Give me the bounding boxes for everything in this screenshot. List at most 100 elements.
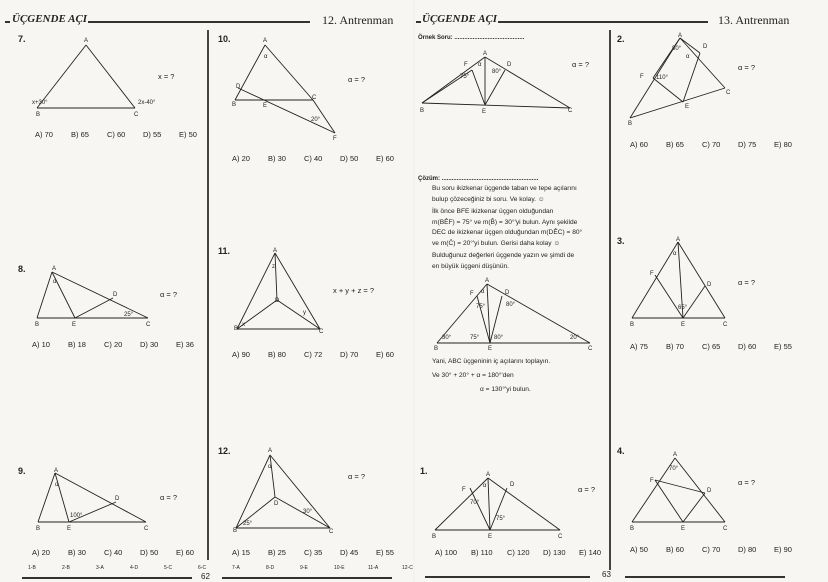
figure-label: 20° xyxy=(570,335,580,341)
answer-option: D) 45 xyxy=(340,548,359,557)
figure-label: α xyxy=(264,54,268,60)
solution-line: ve m(Ĉ) = 20°'yi bulun. Gerisi daha kola… xyxy=(432,239,561,247)
triangle-segment xyxy=(36,44,87,109)
figure-label: α xyxy=(686,54,690,60)
figure-label: D xyxy=(505,290,510,296)
answer-option: C) 65 xyxy=(702,342,721,351)
figure-label: D xyxy=(115,496,120,502)
answer-option: E) 60 xyxy=(376,154,394,163)
column-divider xyxy=(207,30,209,560)
figure-label: α xyxy=(673,251,677,257)
triangle-segment xyxy=(486,283,491,344)
solution-line: en büyük üçgeni düşünün. xyxy=(432,262,509,270)
question-number: 7. xyxy=(18,34,26,44)
figure-label: B xyxy=(420,108,424,114)
figure-label: D xyxy=(707,488,712,494)
figure-label: B xyxy=(630,322,634,328)
question-prompt: α = ? xyxy=(578,485,596,494)
figure-label: z xyxy=(272,264,275,270)
triangle-segment xyxy=(276,299,321,330)
answer-option: A) 75 xyxy=(630,342,648,351)
question-number: 2. xyxy=(617,34,625,44)
question-prompt: α = ? xyxy=(738,63,756,72)
figure-label: E xyxy=(681,322,685,328)
column-divider xyxy=(609,30,611,570)
figure-label: 30° xyxy=(442,335,452,341)
figure-label: A xyxy=(268,448,272,454)
triangle-segment xyxy=(631,457,676,523)
figure-label: A xyxy=(678,33,682,39)
figure-label: 80° xyxy=(494,335,504,341)
triangle-segment xyxy=(652,37,681,79)
figure-label: B xyxy=(234,326,238,332)
figure-label: 25° xyxy=(243,521,253,527)
triangle-segment xyxy=(236,252,276,330)
solution-line: İlk önce BFE ikizkenar üçgen olduğundan xyxy=(432,208,554,215)
figure-label: 65° xyxy=(678,305,688,311)
answer-key-item: 10-E xyxy=(334,565,345,571)
answer-option: E) 60 xyxy=(176,548,194,557)
question-prompt: α = ? xyxy=(348,472,366,481)
figure-label: 30° xyxy=(303,509,313,515)
conclusion-line: Ve 30° + 20° + α = 180°'den xyxy=(432,372,514,379)
answer-option: B) 60 xyxy=(666,545,684,554)
figure-label: A xyxy=(273,248,277,254)
right-header-section: 13. Antrenman xyxy=(718,13,790,27)
answer-key-item: 3-A xyxy=(96,565,104,571)
answer-option: A) 50 xyxy=(630,545,648,554)
triangle-segment xyxy=(68,501,117,523)
question-prompt: x = ? xyxy=(158,72,175,81)
answer-key-item: 12-C xyxy=(402,565,413,571)
triangle-segment xyxy=(489,487,508,531)
triangle-segment xyxy=(476,295,491,344)
question-number: 12. xyxy=(218,446,231,456)
triangle-segment xyxy=(37,472,56,523)
answer-key-item: 2-B xyxy=(62,565,70,571)
answer-option: E) 55 xyxy=(774,342,792,351)
answer-option: A) 100 xyxy=(435,548,458,557)
figure-label: D xyxy=(510,482,515,488)
triangle-segment xyxy=(234,44,266,101)
answer-option: B) 110 xyxy=(471,548,493,557)
triangle-segment xyxy=(654,479,684,523)
triangle-segment xyxy=(679,37,726,89)
triangle-segment xyxy=(487,477,561,531)
answer-option: C) 35 xyxy=(304,548,323,557)
triangle-segment xyxy=(489,295,503,344)
triangle-segment xyxy=(421,56,486,104)
triangle-segment xyxy=(484,69,506,106)
figure-label: C xyxy=(319,329,324,335)
triangle-segment xyxy=(654,479,706,494)
triangle-segment xyxy=(682,285,706,319)
triangle-segment xyxy=(674,457,726,523)
answer-option: B) 18 xyxy=(68,340,86,349)
figure-label: 20° xyxy=(311,117,321,123)
figure-label: α xyxy=(53,279,57,285)
answer-option: A) 15 xyxy=(232,548,250,557)
figure-label: E xyxy=(67,526,71,532)
figure-label: C xyxy=(588,346,593,352)
figure-label: 80° xyxy=(492,69,502,75)
figure-label: 70° xyxy=(470,500,480,506)
figure-label: 75° xyxy=(496,516,506,522)
figure-label: A xyxy=(52,266,56,272)
answer-option: B) 70 xyxy=(666,342,684,351)
triangle-segment xyxy=(679,37,701,54)
figure-label: E xyxy=(482,109,486,115)
answer-option: E) 140 xyxy=(579,548,602,557)
right-page xyxy=(415,0,828,582)
answer-option: D) 130 xyxy=(543,548,566,557)
answer-option: D) 70 xyxy=(340,350,359,359)
triangle-segment xyxy=(677,241,684,319)
figure-label: B xyxy=(630,526,634,532)
figure-label: 25° xyxy=(124,312,134,318)
answer-option: B) 25 xyxy=(268,548,286,557)
figure-label: C xyxy=(726,90,731,96)
answer-option: E) 80 xyxy=(774,140,792,149)
answer-option: A) 20 xyxy=(232,154,250,163)
answer-option: B) 65 xyxy=(666,140,684,149)
answer-option: C) 120 xyxy=(507,548,530,557)
answer-key-item: 5-C xyxy=(164,565,173,571)
figure-label: C xyxy=(329,529,334,535)
figure-label: B xyxy=(628,121,632,127)
